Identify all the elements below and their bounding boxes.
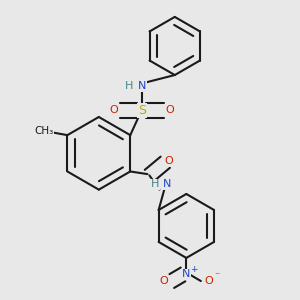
Text: N: N	[138, 81, 146, 91]
Text: ⁻: ⁻	[214, 272, 220, 281]
Text: H: H	[151, 179, 160, 189]
Text: +: +	[190, 265, 197, 274]
Text: N: N	[182, 269, 190, 279]
Text: O: O	[204, 276, 213, 286]
Text: O: O	[160, 276, 168, 286]
Text: N: N	[162, 179, 171, 189]
Text: O: O	[165, 105, 174, 116]
Text: O: O	[164, 156, 173, 166]
Text: CH₃: CH₃	[34, 126, 53, 136]
Text: S: S	[138, 104, 146, 117]
Text: H: H	[125, 81, 134, 91]
Text: O: O	[109, 105, 118, 116]
